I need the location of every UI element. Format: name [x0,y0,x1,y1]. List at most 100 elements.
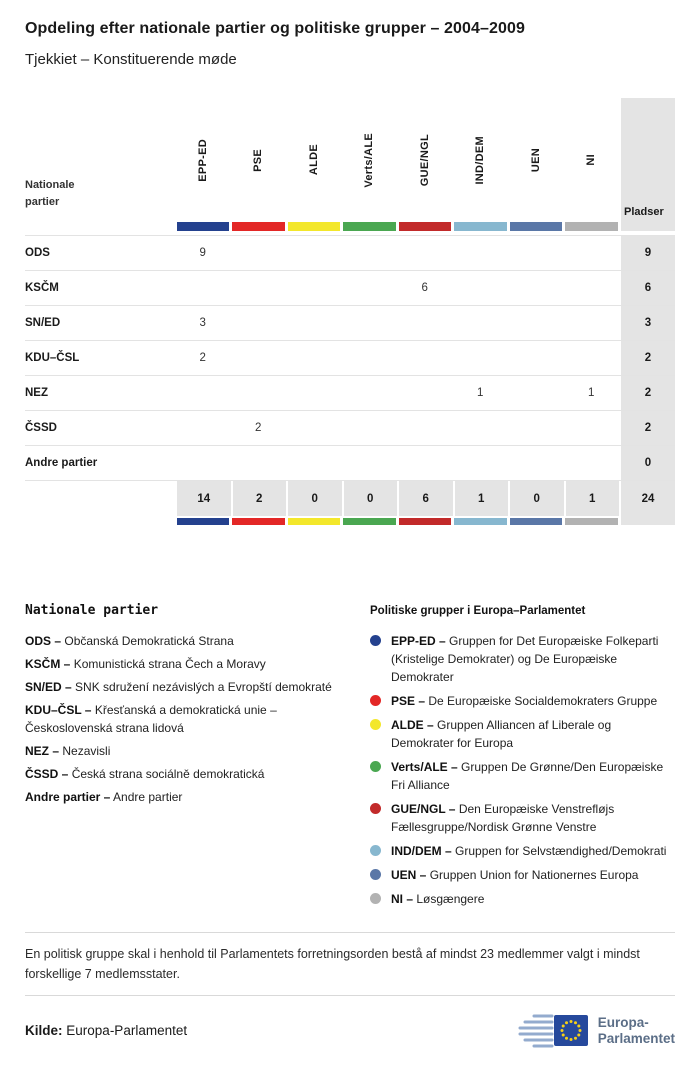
group-column-header: ALDE [286,98,342,222]
divider [25,932,675,933]
party-name-cell: KSČM [25,282,59,294]
seat-count-cell [564,271,620,305]
first-column-header-label: Nationale partier [25,179,75,208]
group-column-header: EPP-ED [175,98,231,222]
legend-item: NI – Løsgængere [370,890,675,908]
legend-item: UEN – Gruppen Union for Nationernes Euro… [370,866,675,884]
group-column-header-label: UEN [529,147,542,173]
group-color-bar [454,518,507,525]
group-color-bar [398,222,451,231]
legend-item: IND/DEM – Gruppen for Selvstændighed/Dem… [370,842,675,860]
legend-text: Gruppen Alliancen af Liberale og Demokra… [391,718,612,750]
table-row: ODS 9 9 [25,235,675,270]
seat-count-cell [564,236,620,270]
party-name-cell: SN/ED [25,317,61,329]
source-text: Europa-Parlamentet [66,1023,188,1038]
seat-count-cell [508,236,564,270]
seat-count-cell [231,341,287,375]
total-cell: 6 [397,481,453,516]
legend-item: SN/ED – SNK sdružení nezávislých a Evrop… [25,678,360,696]
pladser-cell: 9 [619,236,675,270]
legend-abbr: KDU–ČSL – [25,703,92,717]
page-title: Opdeling efter nationale partier og poli… [25,20,525,37]
seat-count-cell [286,376,342,410]
seat-count-cell [397,411,453,445]
seat-count-cell [397,376,453,410]
legend-abbr: PSE – [391,694,426,708]
group-color-bar [565,518,618,525]
seat-count-cell [453,411,509,445]
totals-row: 14 2 0 0 6 1 0 1 24 [25,480,675,516]
legend-abbr: IND/DEM – [391,844,452,858]
pladser-cell: 2 [619,376,675,410]
group-column-header-label: Verts/ALE [363,132,376,188]
group-column-header: Verts/ALE [342,98,398,222]
seat-count-cell [453,271,509,305]
seat-count-cell [342,446,398,480]
seat-count-cell: 1 [477,387,484,399]
seat-count-cell [564,306,620,340]
group-color-bar [343,518,396,525]
group-color-bar [509,518,562,525]
group-color-dot [370,845,381,856]
source-row: Kilde: Europa-Parlamentet [25,1008,675,1053]
legend-national-parties: Nationale partier ODS – Občanská Demokra… [25,603,360,914]
group-column-header: PSE [231,98,287,222]
pladser-cell: 3 [619,306,675,340]
seat-count-cell [286,411,342,445]
legend-text: Křesťanská a demokratická unie – Českosl… [25,703,277,735]
seat-count-cell [231,271,287,305]
group-color-dot [370,719,381,730]
ep-logo-text-line1: Europa- [597,1014,649,1030]
group-column-header: IND/DEM [453,98,509,222]
pladser-cell: 0 [619,446,675,480]
legend-abbr: ČSSD – [25,767,69,781]
seat-count-cell: 3 [199,317,206,329]
legend-text: Gruppen De Grønne/Den Europæiske Fri All… [391,760,664,792]
first-column-header: Nationale partier [25,98,175,222]
pladser-column-fill [619,516,675,525]
ep-logo-text: Europa- Parlamentet [598,1015,675,1047]
seat-count-cell [342,306,398,340]
total-cell: 1 [452,481,508,516]
hemicycle-lines-icon [518,1014,554,1048]
divider [25,995,675,996]
seat-count-cell [453,236,509,270]
table-header-row: Nationale partier EPP-ED PSE ALDE Verts/… [25,98,675,222]
seat-count-cell [397,341,453,375]
table-row: NEZ 1 1 2 [25,375,675,410]
legend-item: PSE – De Europæiske Socialdemokraters Gr… [370,692,675,710]
seat-count-cell [175,446,231,480]
group-color-bar [176,518,229,525]
source-label: Kilde: [25,1023,63,1038]
party-name-cell: NEZ [25,387,48,399]
seat-count-cell: 6 [421,282,428,294]
group-column-header: UEN [508,98,564,222]
group-column-header-label: EPP-ED [196,138,209,182]
total-cell: 0 [341,481,397,516]
seat-count-cell [231,446,287,480]
legend-abbr: Verts/ALE – [391,760,458,774]
ep-logo: Europa- Parlamentet [512,1008,675,1053]
legend-abbr: NI – [391,892,414,906]
total-cell: 14 [175,481,231,516]
group-color-bar [287,518,340,525]
seat-count-cell [342,411,398,445]
legend-item: Verts/ALE – Gruppen De Grønne/Den Europæ… [370,758,675,794]
group-color-dot [370,803,381,814]
seat-count-cell [342,236,398,270]
legend-political-groups: Politiske grupper i Europa–Parlamentet E… [370,603,675,914]
group-column-header-label: NI [585,154,598,166]
seat-count-cell [564,446,620,480]
group-color-dot [370,695,381,706]
header-color-bars [25,222,675,231]
pladser-total-cell: 24 [619,481,675,516]
legend-section: Nationale partier ODS – Občanská Demokra… [25,603,675,914]
table-row: Andre partier 0 [25,445,675,480]
group-color-bar [343,222,396,231]
legend-text: Česká strana sociálně demokratická [71,767,265,781]
seat-count-cell [175,376,231,410]
group-color-bar [398,518,451,525]
legend-text: Nezavisli [62,744,111,758]
